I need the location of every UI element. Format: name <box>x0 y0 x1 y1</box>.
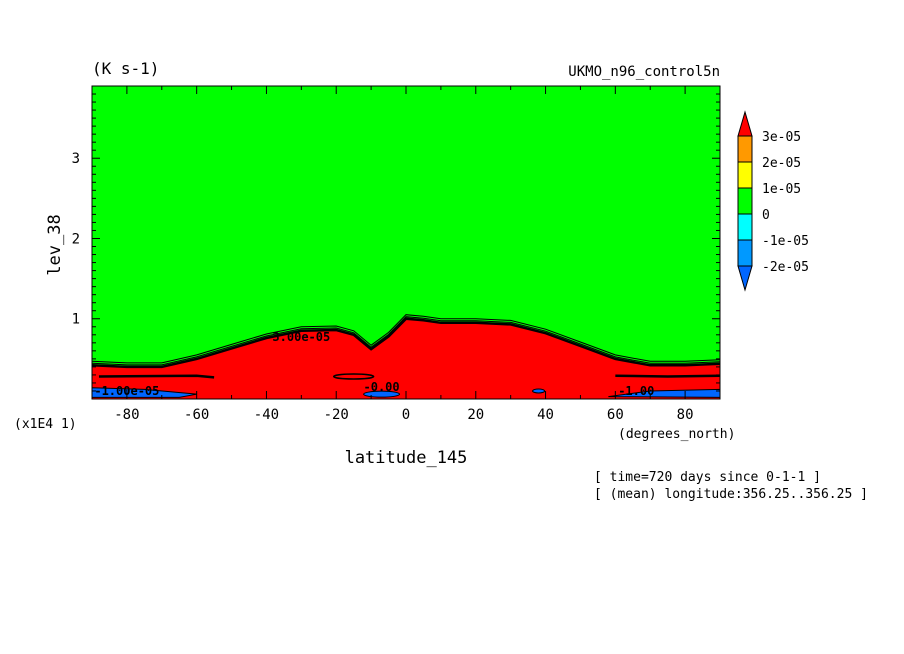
axes: -80 -60 -40 -20 0 20 40 60 80 1 2 3 <box>72 85 721 423</box>
title-right: UKMO_n96_control5n <box>568 64 720 80</box>
colorbar-label: -1e-05 <box>762 234 809 249</box>
y-axis-label: lev_38 <box>45 214 65 275</box>
contour-label: -1.00 <box>618 384 654 398</box>
x-tick-label: -60 <box>184 407 209 423</box>
plot-area: 3.00e-05 -1.00e-05 -0.00 -1.00 <box>91 86 721 399</box>
x-axis-label: latitude_145 <box>345 448 468 468</box>
contour-label: -1.00e-05 <box>94 384 159 398</box>
contour-line <box>98 374 215 379</box>
colorbar-swatch <box>737 187 753 215</box>
colorbar-label: 2e-05 <box>762 156 801 171</box>
y-scale-note: (x1E4 1) <box>14 417 77 432</box>
colorbar-bottom-arrow <box>737 265 753 292</box>
x-tick-label: -20 <box>324 407 349 423</box>
colorbar-top-arrow <box>737 110 753 137</box>
positive-region <box>92 318 720 399</box>
contour-label: -0.00 <box>364 380 400 394</box>
x-tick-label: 0 <box>402 407 410 423</box>
colorbar-swatch <box>737 239 753 267</box>
x-tick-label: -80 <box>114 407 139 423</box>
x-tick-label: 60 <box>607 407 624 423</box>
contour-line <box>91 316 721 366</box>
x-tick-label: 20 <box>467 407 484 423</box>
colorbar-swatch <box>737 161 753 189</box>
negative-region <box>532 388 546 394</box>
contour-line <box>615 374 721 378</box>
colorbar-label: 0 <box>762 208 770 223</box>
colorbar-swatch <box>737 135 753 163</box>
colorbar-label: 1e-05 <box>762 182 801 197</box>
colorbar-label: -2e-05 <box>762 260 809 275</box>
contour-line <box>91 314 721 364</box>
colorbar-label: 3e-05 <box>762 130 801 145</box>
colorbar-swatch <box>737 213 753 241</box>
contour-label: 3.00e-05 <box>272 330 330 344</box>
negative-region <box>363 390 401 398</box>
longitude-annotation: [ (mean) longitude:356.25..356.25 ] <box>594 487 868 502</box>
contour-line <box>91 317 721 369</box>
x-tick-label: 80 <box>677 407 694 423</box>
y-tick-label: 3 <box>72 151 80 167</box>
colorbar: 3e-05 2e-05 1e-05 0 -1e-05 -2e-05 <box>737 110 809 292</box>
x-tick-label: -40 <box>254 407 279 423</box>
x-tick-label: 40 <box>537 407 554 423</box>
y-tick-label: 2 <box>72 231 80 247</box>
title-left: (K s-1) <box>92 59 159 78</box>
x-units-label: (degrees_north) <box>618 427 735 442</box>
y-tick-label: 1 <box>72 312 80 328</box>
contour-line <box>332 373 375 380</box>
time-annotation: [ time=720 days since 0-1-1 ] <box>594 470 821 485</box>
